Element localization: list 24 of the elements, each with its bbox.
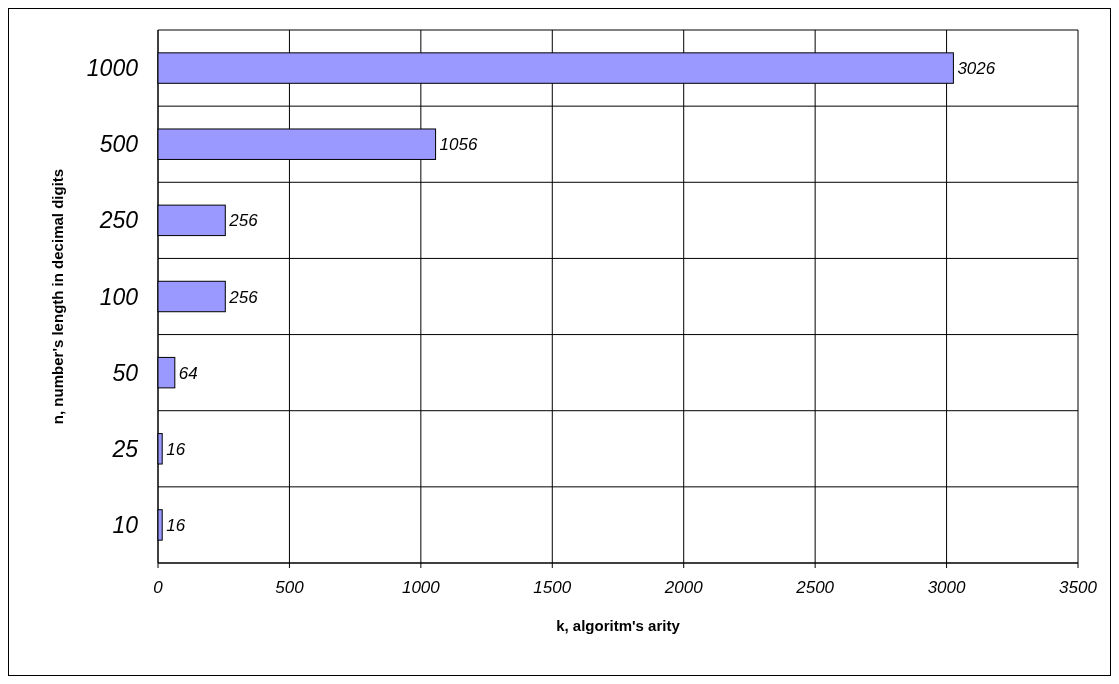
data-label: 3026 <box>957 59 996 79</box>
x-tick-label: 1000 <box>401 578 441 597</box>
data-label: 16 <box>166 515 186 535</box>
y-tick-label: 250 <box>98 207 139 234</box>
y-tick-label: 50 <box>112 359 139 386</box>
y-tick-label: 500 <box>99 131 139 158</box>
y-tick-label: 1000 <box>86 55 139 82</box>
x-tick-label: 0 <box>153 578 164 597</box>
y-axis-title: n, number's length in decimal digits <box>49 168 66 425</box>
x-tick-label: 1500 <box>533 578 572 597</box>
y-tick-label: 10 <box>112 511 139 538</box>
data-label: 64 <box>178 363 198 383</box>
x-tick-label: 2000 <box>663 578 704 597</box>
data-label: 16 <box>166 439 186 459</box>
data-label: 256 <box>228 211 259 231</box>
x-axis-title: k, algoritm's arity <box>556 617 681 634</box>
x-tick-label: 3500 <box>1059 578 1098 597</box>
data-label: 256 <box>228 287 259 307</box>
data-label: 1056 <box>439 135 478 155</box>
x-tick-label: 2500 <box>795 578 835 597</box>
x-tick-label: 3000 <box>927 578 967 597</box>
y-tick-label: 100 <box>99 283 139 310</box>
y-tick-label: 25 <box>111 435 139 462</box>
x-tick-label: 500 <box>275 578 305 597</box>
